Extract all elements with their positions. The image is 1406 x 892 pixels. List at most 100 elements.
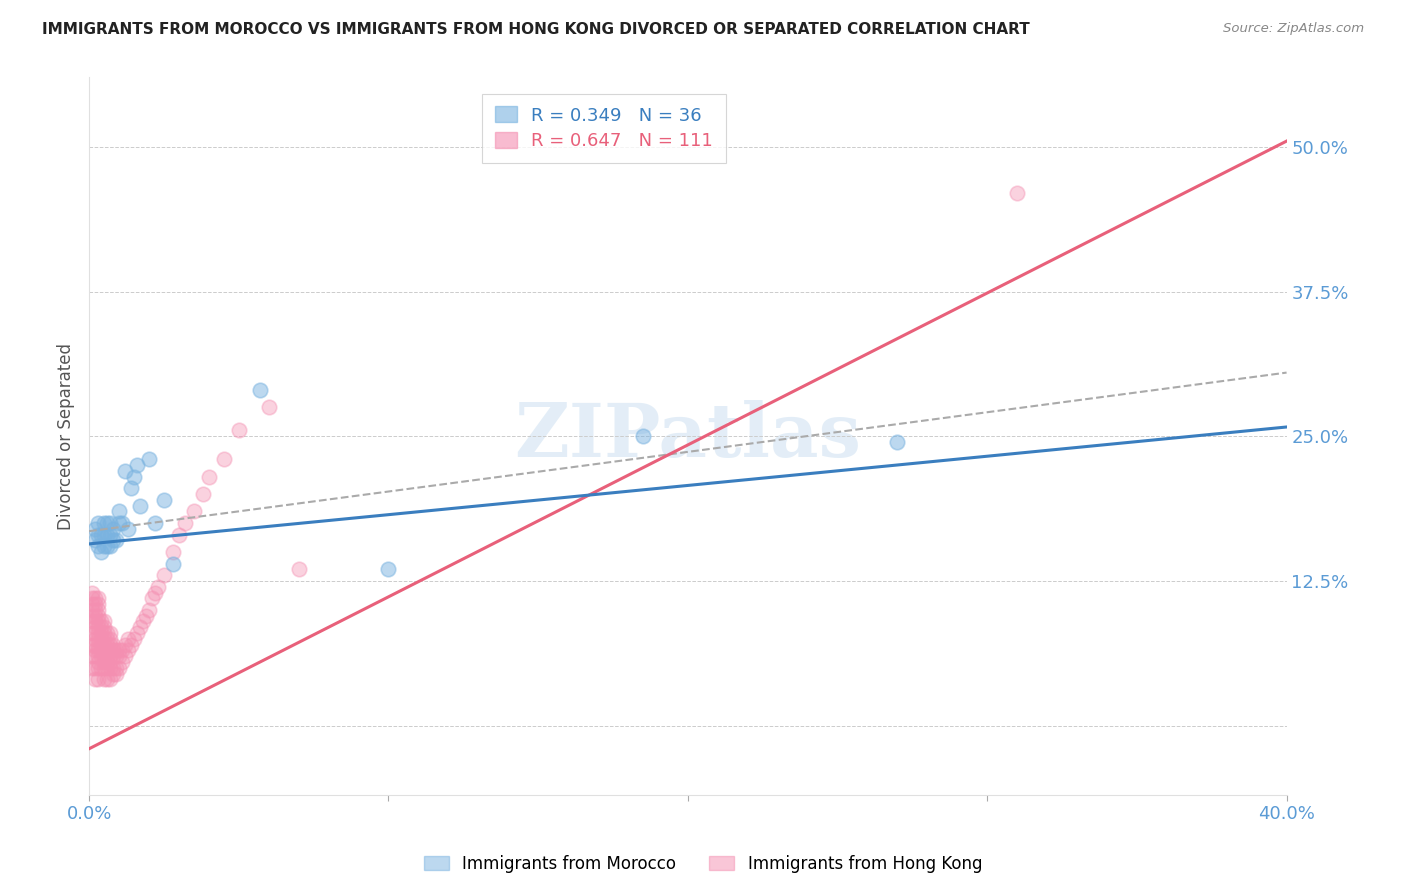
Point — [90, 545, 112, 559]
Point — [191, 487, 214, 501]
Point — [93, 539, 115, 553]
Point — [101, 643, 124, 657]
Point — [84, 591, 107, 606]
Point — [87, 603, 110, 617]
Y-axis label: Divorced or Separated: Divorced or Separated — [58, 343, 75, 530]
Point — [90, 626, 112, 640]
Point — [198, 469, 221, 483]
Point — [167, 527, 190, 541]
Point — [87, 591, 110, 606]
Point — [141, 591, 163, 606]
Point — [105, 666, 128, 681]
Point — [143, 516, 166, 530]
Point — [80, 661, 103, 675]
Point — [125, 626, 148, 640]
Point — [98, 638, 121, 652]
Point — [111, 655, 134, 669]
Point — [80, 626, 103, 640]
Point — [162, 545, 184, 559]
Point — [87, 615, 110, 629]
Point — [87, 620, 110, 634]
Point — [111, 516, 134, 530]
Point — [98, 643, 121, 657]
Point — [287, 562, 309, 576]
Point — [84, 522, 107, 536]
Text: Source: ZipAtlas.com: Source: ZipAtlas.com — [1223, 22, 1364, 36]
Point — [129, 620, 152, 634]
Point — [631, 429, 654, 443]
Point — [84, 632, 107, 646]
Point — [93, 626, 115, 640]
Point — [87, 626, 110, 640]
Point — [98, 527, 121, 541]
Point — [101, 533, 124, 548]
Point — [212, 452, 235, 467]
Point — [138, 603, 160, 617]
Point — [87, 661, 110, 675]
Text: IMMIGRANTS FROM MOROCCO VS IMMIGRANTS FROM HONG KONG DIVORCED OR SEPARATED CORRE: IMMIGRANTS FROM MOROCCO VS IMMIGRANTS FR… — [42, 22, 1031, 37]
Point — [108, 504, 131, 518]
Point — [114, 464, 136, 478]
Point — [93, 655, 115, 669]
Point — [101, 666, 124, 681]
Point — [108, 643, 131, 657]
Point — [80, 591, 103, 606]
Point — [105, 643, 128, 657]
Point — [87, 655, 110, 669]
Point — [117, 632, 139, 646]
Point — [93, 527, 115, 541]
Point — [93, 516, 115, 530]
Point — [101, 522, 124, 536]
Point — [105, 661, 128, 675]
Point — [80, 638, 103, 652]
Point — [146, 580, 169, 594]
Point — [98, 539, 121, 553]
Point — [105, 533, 128, 548]
Point — [98, 673, 121, 687]
Point — [93, 673, 115, 687]
Point — [84, 533, 107, 548]
Point — [87, 643, 110, 657]
Point — [96, 626, 118, 640]
Point — [84, 626, 107, 640]
Point — [84, 597, 107, 611]
Point — [87, 608, 110, 623]
Point — [90, 638, 112, 652]
Point — [80, 649, 103, 664]
Point — [138, 452, 160, 467]
Point — [87, 673, 110, 687]
Point — [93, 643, 115, 657]
Point — [114, 649, 136, 664]
Point — [80, 615, 103, 629]
Point — [93, 649, 115, 664]
Point — [84, 661, 107, 675]
Point — [117, 643, 139, 657]
Point — [96, 516, 118, 530]
Point — [257, 401, 280, 415]
Legend: Immigrants from Morocco, Immigrants from Hong Kong: Immigrants from Morocco, Immigrants from… — [418, 848, 988, 880]
Point — [96, 673, 118, 687]
Point — [117, 522, 139, 536]
Point — [87, 632, 110, 646]
Point — [125, 458, 148, 473]
Point — [93, 638, 115, 652]
Point — [93, 632, 115, 646]
Point — [93, 620, 115, 634]
Point — [90, 620, 112, 634]
Point — [249, 383, 271, 397]
Point — [90, 615, 112, 629]
Point — [96, 632, 118, 646]
Point — [84, 615, 107, 629]
Point — [120, 481, 142, 495]
Point — [114, 638, 136, 652]
Point — [90, 527, 112, 541]
Point — [98, 516, 121, 530]
Point — [90, 649, 112, 664]
Point — [90, 632, 112, 646]
Point — [87, 638, 110, 652]
Point — [80, 585, 103, 599]
Point — [80, 603, 103, 617]
Point — [377, 562, 399, 576]
Point — [84, 608, 107, 623]
Point — [153, 568, 176, 582]
